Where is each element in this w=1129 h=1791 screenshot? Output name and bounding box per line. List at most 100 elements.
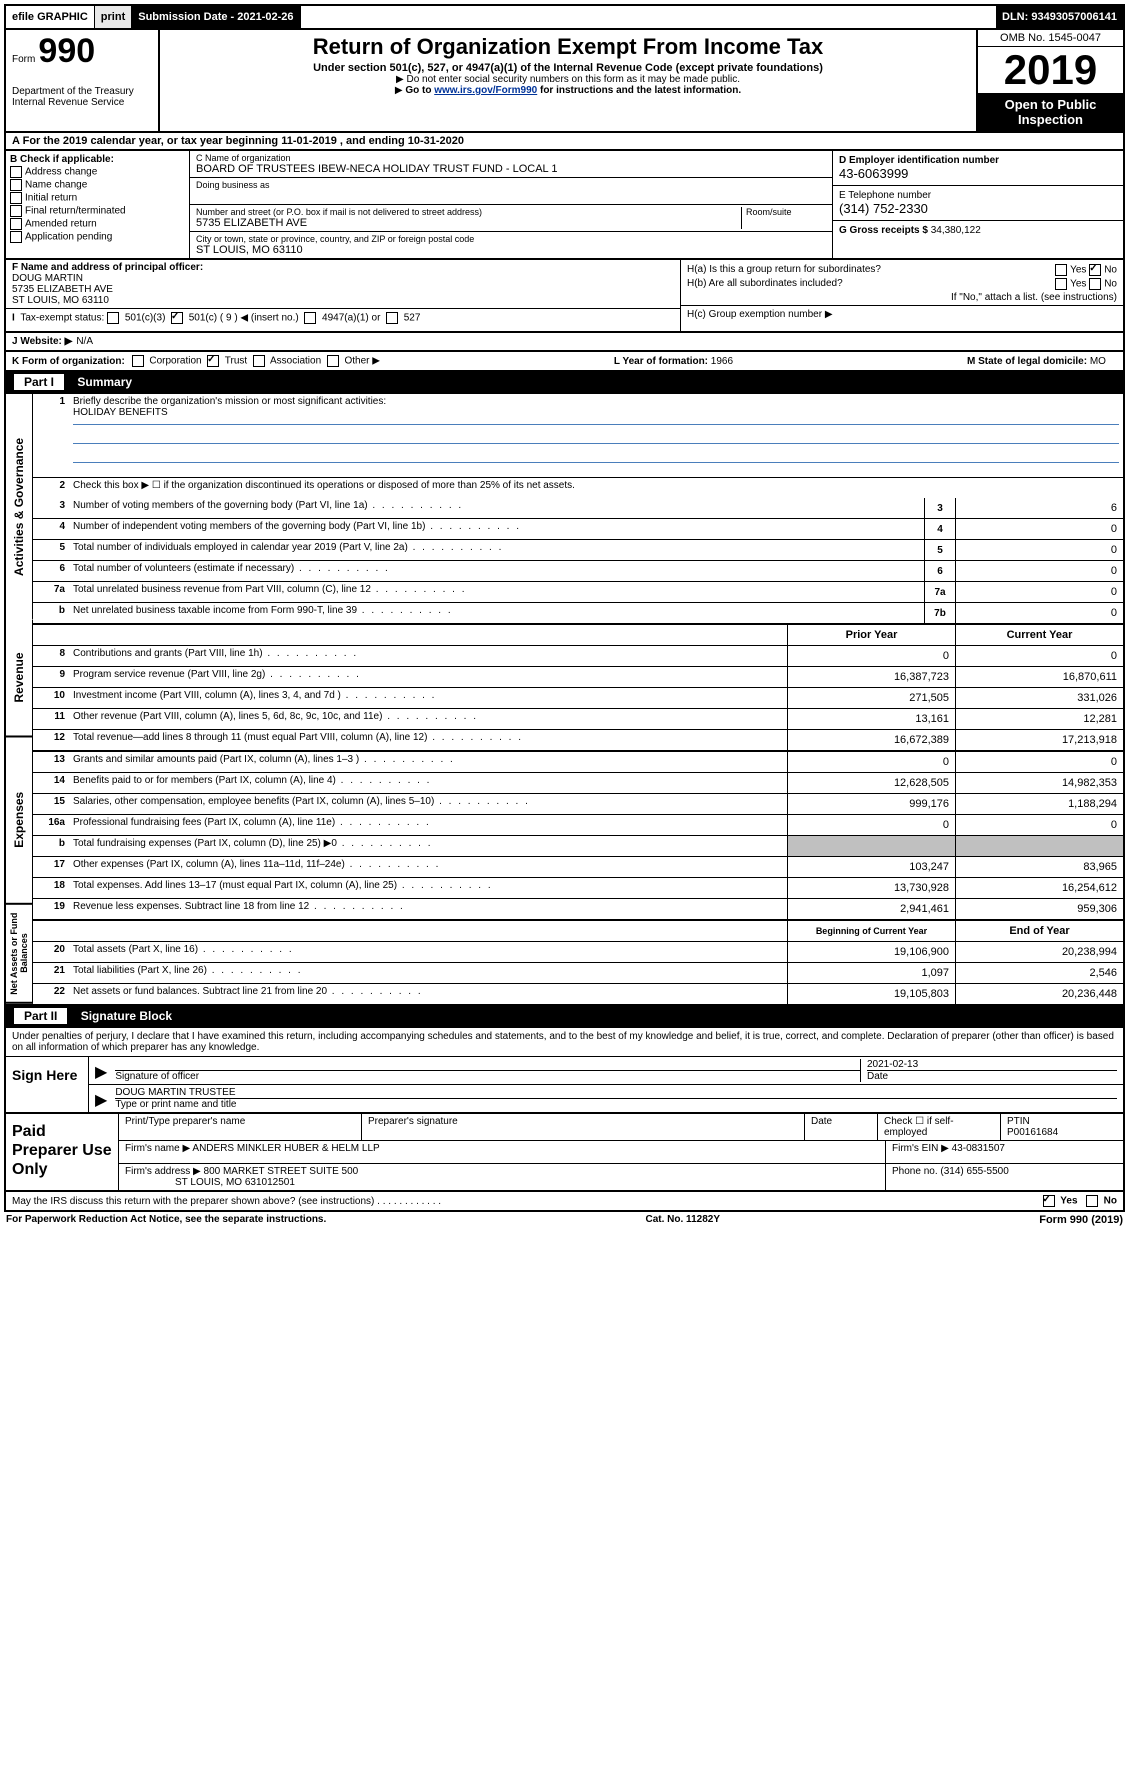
row-j: J Website: ▶ N/A — [4, 333, 1125, 352]
mission-text: HOLIDAY BENEFITS — [73, 407, 168, 418]
row-k: K Form of organization: Corporation Trus… — [4, 352, 1125, 372]
discuss-row: May the IRS discuss this return with the… — [4, 1192, 1125, 1212]
chk-other[interactable] — [327, 355, 339, 367]
line-15: 15Salaries, other compensation, employee… — [33, 794, 1123, 815]
print-button[interactable]: print — [95, 6, 132, 28]
line-20: 20Total assets (Part X, line 16)19,106,9… — [33, 942, 1123, 963]
line-6: 6Total number of volunteers (estimate if… — [33, 561, 1123, 582]
firm-addr-label: Firm's address ▶ — [125, 1166, 201, 1177]
discuss-label: May the IRS discuss this return with the… — [12, 1196, 374, 1207]
chk-application-pending[interactable]: Application pending — [10, 231, 185, 243]
tab-governance: Activities & Governance — [6, 394, 33, 619]
header-sub1: Under section 501(c), 527, or 4947(a)(1)… — [164, 62, 972, 74]
line-11: 11Other revenue (Part VIII, column (A), … — [33, 709, 1123, 730]
chk-4947[interactable] — [304, 312, 316, 324]
discuss-yes[interactable] — [1043, 1195, 1055, 1207]
chk-corp[interactable] — [132, 355, 144, 367]
line-4: 4Number of independent voting members of… — [33, 519, 1123, 540]
column-d: D Employer identification number 43-6063… — [833, 151, 1123, 258]
footer: For Paperwork Reduction Act Notice, see … — [4, 1212, 1125, 1228]
omb-number: OMB No. 1545-0047 — [978, 30, 1123, 47]
line-10: 10Investment income (Part VIII, column (… — [33, 688, 1123, 709]
chk-trust[interactable] — [207, 355, 219, 367]
firm-addr2: ST LOUIS, MO 631012501 — [175, 1177, 295, 1188]
m-label: M State of legal domicile: — [967, 356, 1087, 367]
top-bar: efile GRAPHIC print Submission Date - 20… — [4, 4, 1125, 30]
hb-no[interactable] — [1089, 278, 1101, 290]
prep-name-label: Print/Type preparer's name — [119, 1114, 362, 1140]
phone-label: Phone no. — [892, 1166, 938, 1177]
part-ii-num: Part II — [14, 1008, 67, 1024]
header-left: Form 990 Department of the Treasury Inte… — [6, 30, 160, 131]
firm-ein: 43-0831507 — [952, 1143, 1005, 1154]
chk-final-return[interactable]: Final return/terminated — [10, 205, 185, 217]
paid-preparer-label: Paid Preparer Use Only — [6, 1114, 119, 1190]
hb-yes[interactable] — [1055, 278, 1067, 290]
begin-year-header: Beginning of Current Year — [787, 921, 955, 941]
form-prefix: Form — [12, 54, 35, 65]
part-ii-header: Part II Signature Block — [4, 1006, 1125, 1028]
header-mid: Return of Organization Exempt From Incom… — [160, 30, 976, 131]
firm-addr1: 800 MARKET STREET SUITE 500 — [204, 1166, 359, 1177]
part-i-num: Part I — [14, 374, 64, 390]
ein-label: D Employer identification number — [839, 155, 1117, 166]
form-footer: Form 990 (2019) — [1039, 1214, 1123, 1226]
org-name: BOARD OF TRUSTEES IBEW-NECA HOLIDAY TRUS… — [196, 163, 826, 175]
tab-expenses: Expenses — [6, 737, 33, 905]
column-b: B Check if applicable: Address change Na… — [6, 151, 190, 258]
chk-name-change[interactable]: Name change — [10, 179, 185, 191]
line-7a: 7aTotal unrelated business revenue from … — [33, 582, 1123, 603]
column-c: C Name of organization BOARD OF TRUSTEES… — [190, 151, 833, 258]
address: 5735 ELIZABETH AVE — [196, 217, 741, 229]
part-i-header: Part I Summary — [4, 372, 1125, 394]
chk-assoc[interactable] — [253, 355, 265, 367]
dept-irs: Internal Revenue Service — [12, 97, 152, 108]
line-14: 14Benefits paid to or for members (Part … — [33, 773, 1123, 794]
website-value: N/A — [76, 336, 93, 347]
ha-yes[interactable] — [1055, 264, 1067, 276]
current-year-header: Current Year — [955, 625, 1123, 645]
line-13: 13Grants and similar amounts paid (Part … — [33, 750, 1123, 773]
form-header: Form 990 Department of the Treasury Inte… — [4, 30, 1125, 133]
header-sub3: Go to www.irs.gov/Form990 for instructio… — [164, 85, 972, 96]
chk-initial-return[interactable]: Initial return — [10, 192, 185, 204]
sub3a: Go to — [405, 85, 434, 96]
header-sub2: Do not enter social security numbers on … — [164, 74, 972, 85]
part-i-title: Summary — [77, 375, 132, 389]
column-h: H(a) Is this a group return for subordin… — [681, 260, 1123, 331]
ein: 43-6063999 — [839, 166, 1117, 181]
dba-label: Doing business as — [196, 180, 826, 190]
net-header-row: Beginning of Current Year End of Year — [33, 919, 1123, 942]
tel-label: E Telephone number — [839, 190, 1117, 201]
discuss-no[interactable] — [1086, 1195, 1098, 1207]
tax-status-label: Tax-exempt status: — [20, 313, 104, 324]
prep-date-label: Date — [805, 1114, 878, 1140]
line-3: 3Number of voting members of the governi… — [33, 498, 1123, 519]
room-label: Room/suite — [746, 207, 826, 217]
line-22: 22Net assets or fund balances. Subtract … — [33, 984, 1123, 1004]
irs-link[interactable]: www.irs.gov/Form990 — [434, 85, 537, 96]
chk-501c3[interactable] — [107, 312, 119, 324]
signature-block: Under penalties of perjury, I declare th… — [4, 1028, 1125, 1114]
type-name-label: Type or print name and title — [115, 1099, 236, 1110]
ha-no[interactable] — [1089, 264, 1101, 276]
chk-501c[interactable] — [171, 312, 183, 324]
open-to-public: Open to PublicInspection — [978, 93, 1123, 131]
topbar-spacer — [301, 6, 996, 28]
ha-label: H(a) Is this a group return for subordin… — [687, 264, 881, 276]
addr-label: Number and street (or P.O. box if mail i… — [196, 207, 741, 217]
part-ii-title: Signature Block — [81, 1009, 172, 1023]
self-employed-check[interactable]: Check ☐ if self-employed — [878, 1114, 1001, 1140]
tax-period-line: A For the 2019 calendar year, or tax yea… — [4, 133, 1125, 151]
line-b: bTotal fundraising expenses (Part IX, co… — [33, 836, 1123, 857]
form-title: Return of Organization Exempt From Incom… — [164, 34, 972, 60]
sign-here-label: Sign Here — [6, 1057, 89, 1112]
chk-527[interactable] — [386, 312, 398, 324]
header-right: OMB No. 1545-0047 2019 Open to PublicIns… — [976, 30, 1123, 131]
chk-amended-return[interactable]: Amended return — [10, 218, 185, 230]
line-19: 19Revenue less expenses. Subtract line 1… — [33, 899, 1123, 919]
chk-address-change[interactable]: Address change — [10, 166, 185, 178]
tab-revenue: Revenue — [6, 619, 33, 737]
summary-rows: 1 Briefly describe the organization's mi… — [33, 394, 1123, 1004]
l-label: L Year of formation: — [614, 356, 708, 367]
